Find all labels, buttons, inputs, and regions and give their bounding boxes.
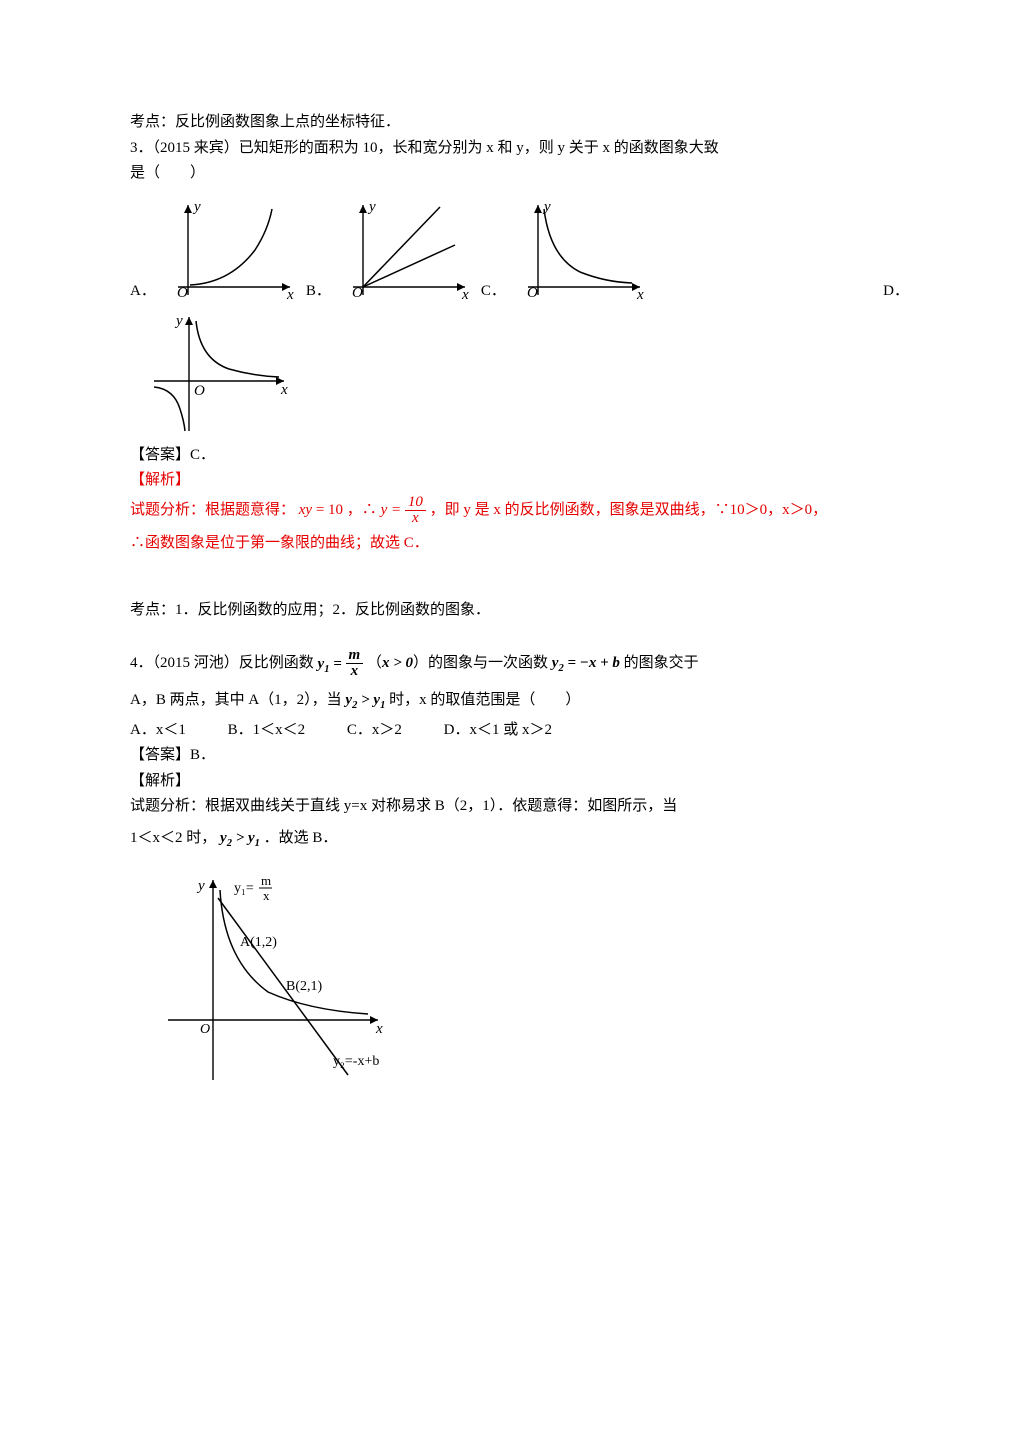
svg-text:y₂=-x+b: y₂=-x+b — [333, 1054, 379, 1069]
q4-stem2a: A，B 两点，其中 A（1，2），当 — [130, 692, 345, 708]
svg-text:B(2,1): B(2,1) — [286, 979, 323, 994]
q3-anal-frac-num: 10 — [405, 495, 426, 511]
q3-label-c: C． — [481, 279, 506, 305]
q3-label-a: A． — [130, 279, 156, 305]
q4-stem2b: 时，x 的取值范围是（ ） — [389, 692, 580, 708]
q3-label-d: D． — [883, 279, 909, 305]
q4-stem-d: 的图象交于 — [624, 655, 699, 671]
q3-option-a: A． O x y — [130, 195, 300, 305]
q4-answer-val: B． — [190, 747, 215, 763]
q4-answer-label: 【答案】 — [130, 747, 190, 763]
q4-anal-l2: 1＜x＜2 时， y2 > y1 ．故选 B． — [130, 820, 909, 856]
svg-text:x: x — [461, 287, 469, 303]
q3-anal-frac-den: x — [405, 511, 426, 526]
q4-stem2: A，B 两点，其中 A（1，2），当 y2 > y1 时，x 的取值范围是（ ） — [130, 682, 909, 718]
q3-answer-val: C． — [190, 447, 215, 463]
q3-graph-a-icon: O x y — [160, 195, 300, 305]
svg-text:y: y — [542, 199, 551, 215]
q3-stem-line2: 是（ ） — [130, 161, 909, 187]
q3-stem-line1: 3．（2015 来宾）已知矩形的面积为 10，长和宽分别为 x 和 y，则 y … — [130, 136, 909, 162]
q3-anal-l1a: 试题分析：根据题意得： — [130, 502, 295, 518]
q3-label-b: B． — [306, 279, 331, 305]
q3-analysis-line1: 试题分析：根据题意得： xy = 10 ，∴ y = 10 x ，即 y 是 x… — [130, 494, 909, 527]
q3-graph-c-icon: O x y — [510, 195, 650, 305]
svg-text:x: x — [263, 888, 270, 903]
q3-option-c: C． O x y — [481, 195, 650, 305]
q3-kp: 考点：1．反比例函数的应用；2．反比例函数的图象． — [130, 598, 909, 624]
q4-figure-wrap: O x y A(1,2) B(2,1) y₁= m x y₂=-x+b — [158, 870, 909, 1090]
svg-text:x: x — [280, 382, 288, 398]
q4-opt-c: C．x＞2 — [347, 722, 402, 738]
q4-frac-num: m — [346, 648, 364, 664]
q4-y2: y2 = −x + b — [552, 655, 620, 671]
q4-choices: A．x＜1 B．1＜x＜2 C．x＞2 D．x＜1 或 x＞2 — [130, 718, 909, 744]
q3-anal-eq1: xy — [299, 502, 312, 518]
q3-answer-label: 【答案】 — [130, 447, 190, 463]
svg-text:O: O — [352, 285, 363, 301]
svg-text:A(1,2): A(1,2) — [240, 935, 277, 950]
q4-opt-a: A．x＜1 — [130, 722, 186, 738]
q3-option-d: D． — [883, 279, 909, 305]
q3-anal-frac: 10 x — [405, 495, 426, 526]
q4-anal-l2b: ．故选 B． — [264, 830, 338, 846]
q4-analysis-label: 【解析】 — [130, 769, 909, 795]
svg-text:O: O — [527, 285, 538, 301]
svg-text:x: x — [636, 287, 644, 303]
q4-stem-b: （ — [367, 655, 382, 671]
q4-x0: x > 0 — [382, 655, 413, 671]
q4-cond: y2 > y1 — [345, 692, 385, 708]
exam-point-1: 考点：反比例函数图象上点的坐标特征． — [130, 110, 909, 136]
q3-option-b: B． O x y — [306, 195, 475, 305]
q4-opt-d: D．x＜1 或 x＞2 — [444, 722, 552, 738]
q4-anal-l1: 试题分析：根据双曲线关于直线 y=x 对称易求 B（2，1）．依题意得：如图所示… — [130, 794, 909, 820]
q3-anal-eq2: y = — [381, 502, 405, 518]
q3-options-row: A． O x y B． O x y C． — [130, 195, 909, 305]
q3-analysis-label: 【解析】 — [130, 468, 909, 494]
svg-text:x: x — [286, 287, 294, 303]
q4-stem-a: 4．（2015 河池）反比例函数 — [130, 655, 318, 671]
q4-stem-c: ）的图象与一次函数 — [413, 655, 552, 671]
svg-text:m: m — [261, 873, 271, 888]
q4-opt-b: B．1＜x＜2 — [228, 722, 306, 738]
svg-text:y: y — [367, 199, 376, 215]
q4-anal-l2a: 1＜x＜2 时， — [130, 830, 216, 846]
svg-text:O: O — [200, 1022, 210, 1037]
svg-text:O: O — [194, 383, 205, 399]
q3-graph-d-wrap: O x y — [144, 309, 909, 439]
q3-anal-eq1b: = 10 ，∴ — [312, 502, 380, 518]
q3-answer: 【答案】C． — [130, 443, 909, 469]
q3-graph-d-icon: O x y — [144, 309, 294, 439]
svg-text:O: O — [177, 285, 188, 301]
q3-anal-l1c: ，即 y 是 x 的反比例函数，图象是双曲线，∵10＞0，x＞0， — [430, 502, 828, 518]
q4-frac-den: x — [346, 664, 364, 679]
svg-text:y₁=: y₁= — [234, 881, 254, 896]
q4-frac: m x — [346, 648, 364, 679]
svg-text:x: x — [375, 1021, 383, 1037]
q4-y1: y1 = — [318, 656, 346, 672]
q3-analysis-line2: ∴函数图象是位于第一象限的曲线；故选 C． — [130, 527, 909, 560]
svg-text:y: y — [192, 199, 201, 215]
q4-stem1: 4．（2015 河池）反比例函数 y1 = m x （x > 0）的图象与一次函… — [130, 645, 909, 682]
q3-graph-b-icon: O x y — [335, 195, 475, 305]
q4-anal-cond: y2 > y1 — [220, 830, 260, 846]
q4-figure-icon: O x y A(1,2) B(2,1) y₁= m x y₂=-x+b — [158, 870, 418, 1090]
svg-text:y: y — [174, 313, 183, 329]
q4-answer: 【答案】B． — [130, 743, 909, 769]
svg-text:y: y — [196, 878, 205, 894]
